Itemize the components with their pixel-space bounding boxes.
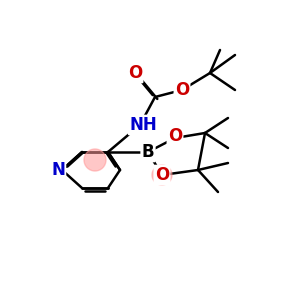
Text: B: B [142,143,154,161]
Text: NH: NH [129,116,157,134]
Text: N: N [51,161,65,179]
Text: O: O [168,127,182,145]
Text: O: O [128,64,142,82]
Circle shape [152,165,172,185]
Text: O: O [175,81,189,99]
Text: O: O [155,166,169,184]
Circle shape [84,149,106,171]
